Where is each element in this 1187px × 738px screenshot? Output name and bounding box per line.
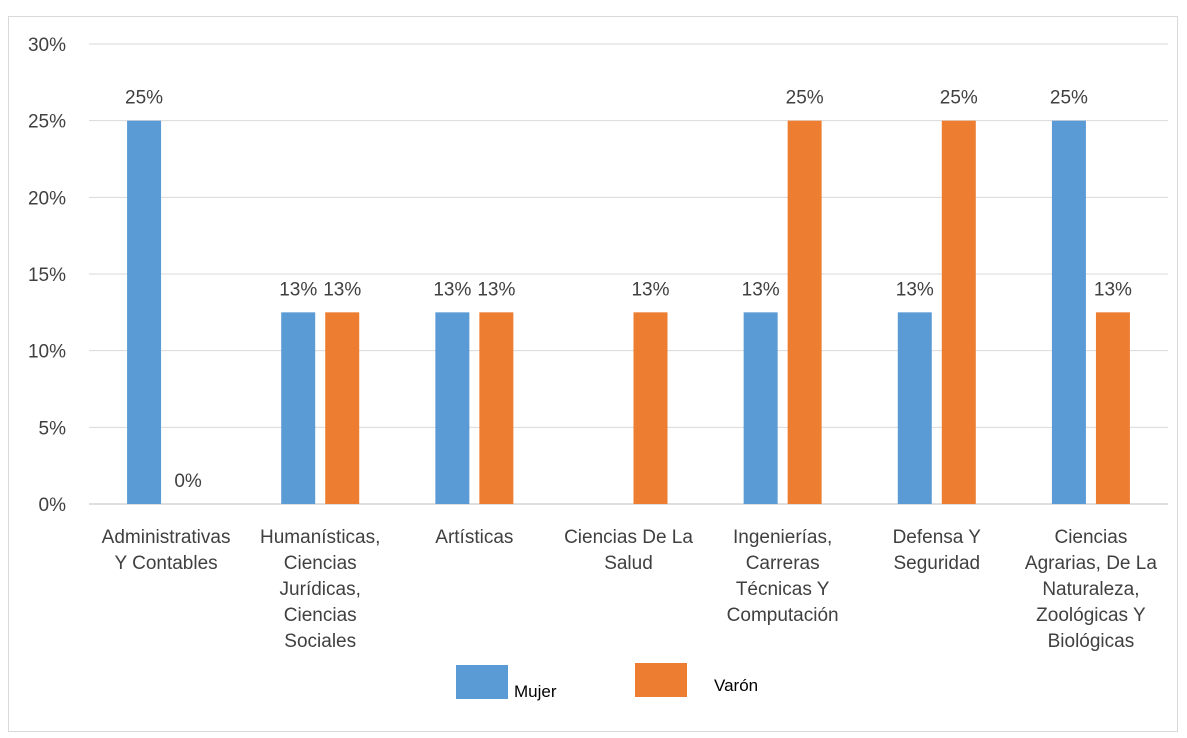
x-category-label: Defensa Y Seguridad	[893, 527, 982, 574]
legend-swatch	[635, 663, 687, 697]
data-label: 13%	[433, 279, 471, 300]
data-label: 0%	[174, 471, 202, 492]
bar-mujer	[1051, 120, 1086, 505]
data-label: 25%	[940, 88, 978, 109]
data-label: 13%	[1094, 279, 1132, 300]
data-label: 13%	[742, 279, 780, 300]
y-tick-label: 25%	[28, 112, 66, 133]
data-label: 13%	[323, 279, 361, 300]
data-label: 25%	[786, 88, 824, 109]
bar-mujer	[435, 312, 470, 504]
data-label: 13%	[896, 279, 934, 300]
x-category-label: Administrativas Y Contables	[102, 527, 231, 574]
y-tick-label: 5%	[39, 418, 67, 439]
y-tick-label: 20%	[28, 188, 66, 209]
y-tick-label: 10%	[28, 342, 66, 363]
data-label: 13%	[279, 279, 317, 300]
x-category-label: Humanísticas, Ciencias Jurídicas, Ciencias S…	[260, 527, 380, 652]
bar-varn	[633, 312, 668, 504]
y-tick-label: 15%	[28, 265, 66, 286]
x-category-label: Ciencias Agrarias, De La Naturaleza, Zoológ…	[1025, 527, 1157, 652]
bar-mujer	[743, 312, 778, 504]
bar-varn	[479, 312, 514, 504]
data-label: 13%	[631, 279, 669, 300]
bar-mujer	[281, 312, 316, 504]
bar-varn	[1095, 312, 1130, 504]
x-category-label: Artísticas	[435, 527, 513, 548]
y-tick-label: 30%	[28, 35, 66, 56]
data-label: 25%	[125, 88, 163, 109]
legend-label: Varón	[714, 676, 758, 695]
bar-varn	[941, 120, 976, 505]
bar-varn	[325, 312, 360, 504]
chart-frame	[8, 16, 1178, 732]
bar-varn	[787, 120, 822, 505]
legend-label: Mujer	[514, 682, 557, 701]
y-tick-label: 0%	[39, 495, 67, 516]
data-label: 25%	[1050, 88, 1088, 109]
legend-swatch	[456, 665, 508, 699]
data-label: 13%	[477, 279, 515, 300]
x-category-label: Ingenierías, Carreras Técnicas Y Computació…	[727, 527, 839, 626]
x-category-label: Ciencias De La Salud	[564, 527, 693, 574]
bar-mujer	[127, 120, 162, 505]
bar-mujer	[897, 312, 932, 504]
